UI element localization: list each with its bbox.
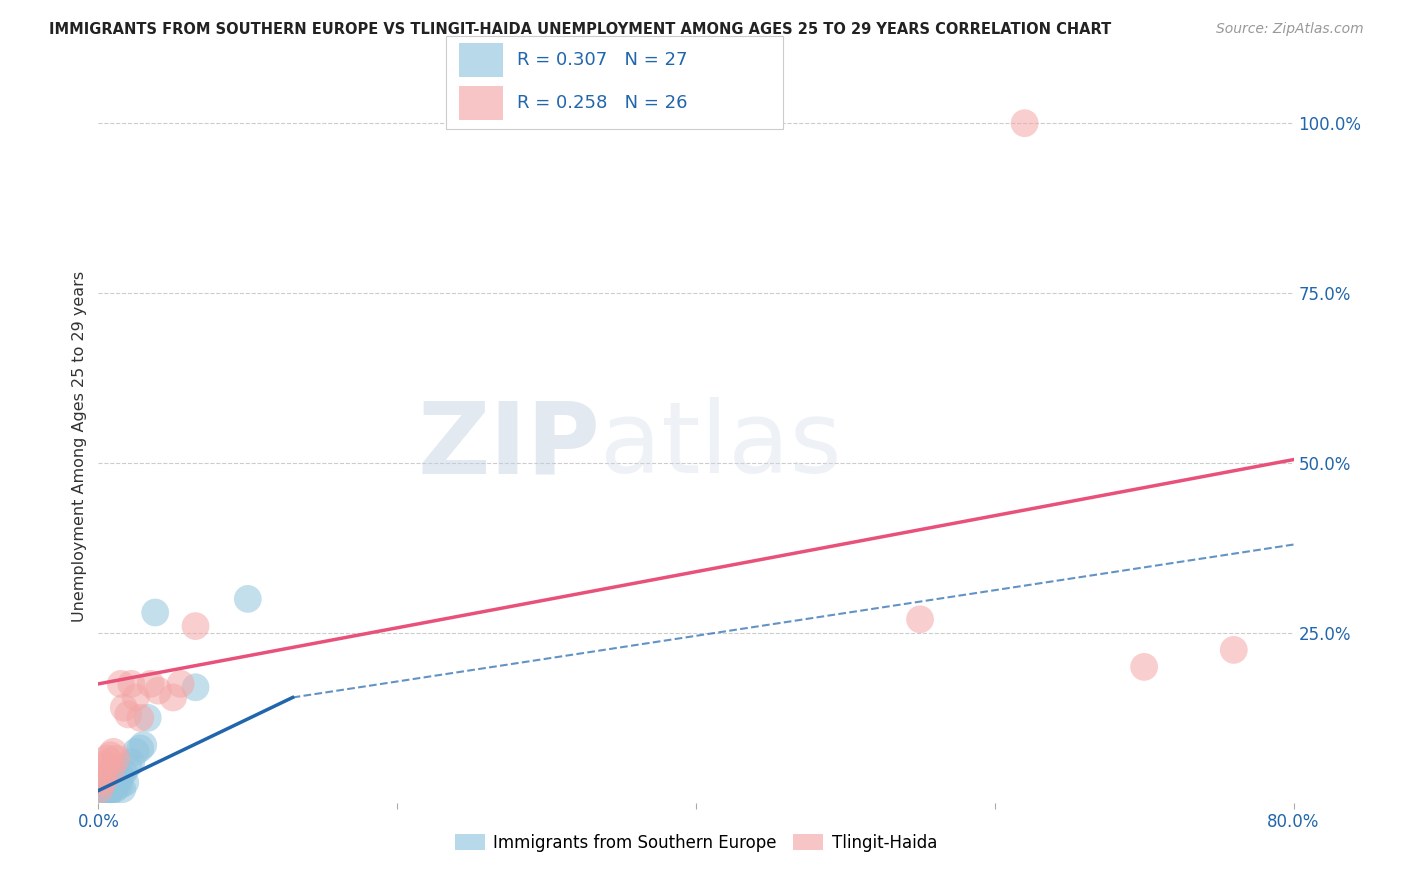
Point	[90, 789, 112, 803]
Point	[148, 683, 170, 698]
Text: R = 0.258   N = 26: R = 0.258 N = 26	[516, 95, 688, 112]
Point	[120, 677, 142, 691]
Point	[89, 789, 111, 803]
FancyBboxPatch shape	[460, 43, 503, 77]
Point	[90, 775, 112, 789]
Point	[96, 751, 118, 765]
Point	[104, 782, 127, 797]
Point	[1014, 116, 1036, 130]
FancyBboxPatch shape	[446, 36, 783, 129]
Point	[110, 769, 132, 783]
Point	[101, 762, 124, 776]
Point	[169, 677, 191, 691]
Point	[91, 769, 114, 783]
Point	[91, 782, 114, 797]
Point	[132, 738, 155, 752]
FancyBboxPatch shape	[460, 87, 503, 120]
Point	[236, 591, 259, 606]
Point	[139, 677, 162, 691]
Y-axis label: Unemployment Among Ages 25 to 29 years: Unemployment Among Ages 25 to 29 years	[72, 270, 87, 622]
Point	[105, 751, 128, 765]
Point	[114, 775, 136, 789]
Point	[103, 775, 125, 789]
Point	[94, 786, 117, 800]
Point	[129, 741, 152, 756]
Text: Source: ZipAtlas.com: Source: ZipAtlas.com	[1216, 22, 1364, 37]
Point	[117, 758, 139, 772]
Point	[1223, 643, 1246, 657]
Point	[117, 707, 139, 722]
Point	[1133, 660, 1156, 674]
Point	[103, 745, 125, 759]
Point	[112, 765, 135, 780]
Point	[184, 680, 207, 694]
Point	[143, 606, 166, 620]
Point	[105, 772, 128, 786]
Point	[93, 772, 115, 786]
Point	[97, 782, 120, 797]
Point	[108, 779, 131, 793]
Point	[908, 612, 931, 626]
Point	[111, 782, 134, 797]
Point	[98, 779, 122, 793]
Point	[98, 748, 122, 763]
Point	[112, 700, 135, 714]
Point	[97, 755, 120, 769]
Legend: Immigrants from Southern Europe, Tlingit-Haida: Immigrants from Southern Europe, Tlingit…	[449, 828, 943, 859]
Point	[125, 690, 148, 705]
Point	[136, 711, 159, 725]
Point	[120, 755, 142, 769]
Point	[94, 758, 117, 772]
Point	[107, 775, 129, 789]
Point	[93, 782, 115, 797]
Text: R = 0.307   N = 27: R = 0.307 N = 27	[516, 51, 688, 69]
Text: atlas: atlas	[600, 398, 842, 494]
Point	[101, 782, 124, 797]
Text: ZIP: ZIP	[418, 398, 600, 494]
Point	[129, 711, 152, 725]
Point	[184, 619, 207, 633]
Point	[96, 789, 118, 803]
Point	[110, 677, 132, 691]
Point	[89, 782, 111, 797]
Point	[125, 745, 148, 759]
Text: IMMIGRANTS FROM SOUTHERN EUROPE VS TLINGIT-HAIDA UNEMPLOYMENT AMONG AGES 25 TO 2: IMMIGRANTS FROM SOUTHERN EUROPE VS TLING…	[49, 22, 1112, 37]
Point	[162, 690, 184, 705]
